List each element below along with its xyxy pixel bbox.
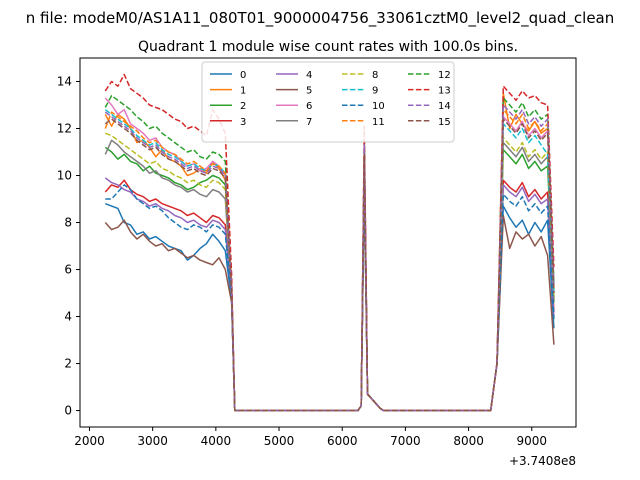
x-offset-label: +3.7408e8 <box>509 454 576 468</box>
series-line-15 <box>104 118 555 412</box>
y-tick-label: 8 <box>64 216 72 230</box>
legend-label: 11 <box>372 117 385 128</box>
legend-label: 15 <box>438 117 451 128</box>
legend-box <box>201 61 455 143</box>
x-tick-label: 6000 <box>327 434 358 448</box>
x-axis: 2000 3000 4000 5000 6000 7000 8000 9000 <box>74 427 547 448</box>
series-line-0 <box>105 177 555 412</box>
y-tick-label: 6 <box>64 263 72 277</box>
legend-label: 0 <box>240 70 246 81</box>
legend-label: 2 <box>240 101 246 112</box>
series-line-12 <box>104 94 555 412</box>
x-tick-label: 7000 <box>390 434 421 448</box>
figure-suptitle: n file: modeM0/AS1A11_080T01_9000004756_… <box>26 9 615 28</box>
legend-label: 5 <box>306 86 312 97</box>
series-line-8 <box>105 132 555 412</box>
y-tick-label: 4 <box>64 310 72 324</box>
legend-label: 6 <box>306 101 312 112</box>
legend-label: 1 <box>240 86 246 97</box>
y-tick-label: 12 <box>57 122 72 136</box>
x-tick-label: 3000 <box>137 434 168 448</box>
legend-label: 13 <box>438 86 451 97</box>
legend-label: 14 <box>438 101 451 112</box>
x-tick-label: 5000 <box>264 434 295 448</box>
legend-label: 8 <box>372 70 378 81</box>
axes-frame <box>79 57 577 428</box>
legend-label: 10 <box>372 101 385 112</box>
legend-label: 7 <box>306 117 312 128</box>
y-axis: 0 2 4 6 8 10 12 14 <box>57 75 80 418</box>
x-tick-label: 2000 <box>74 434 105 448</box>
legend-label: 3 <box>240 117 246 128</box>
y-tick-label: 10 <box>57 169 72 183</box>
y-tick-label: 2 <box>64 357 72 371</box>
series-line-13 <box>104 73 555 412</box>
x-tick-label: 8000 <box>453 434 484 448</box>
series-line-5 <box>104 184 555 412</box>
x-tick-label: 4000 <box>201 434 232 448</box>
legend-label: 9 <box>372 86 378 97</box>
x-tick-label: 9000 <box>516 434 547 448</box>
legend-label: 12 <box>438 70 451 81</box>
chart-title: Quadrant 1 module wise count rates with … <box>138 39 518 55</box>
series-line-10 <box>105 179 555 412</box>
series-layer <box>104 73 555 412</box>
y-tick-label: 14 <box>57 75 72 89</box>
series-line-14 <box>104 104 555 412</box>
legend-label: 4 <box>306 70 312 81</box>
y-tick-label: 0 <box>64 404 72 418</box>
